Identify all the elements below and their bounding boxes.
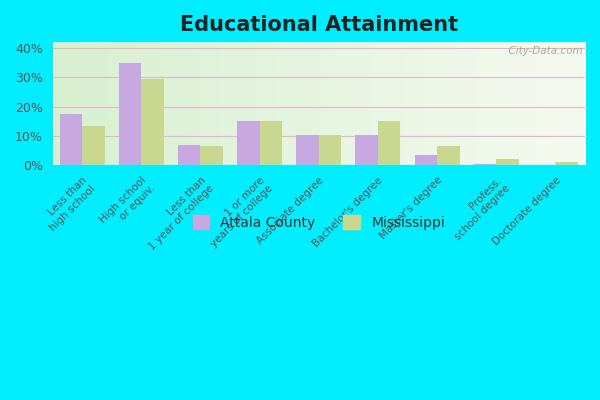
Bar (474, 164, 496, 165)
Bar (200, 146, 223, 165)
Bar (415, 155, 437, 165)
Bar (142, 79, 164, 165)
Bar (260, 121, 282, 165)
Bar (556, 162, 578, 165)
Bar (82, 126, 104, 165)
Bar (59, 114, 82, 165)
Bar (319, 134, 341, 165)
Bar (437, 146, 460, 165)
Legend: Attala County, Mississippi: Attala County, Mississippi (193, 215, 445, 230)
Text: City-Data.com: City-Data.com (502, 46, 583, 56)
Bar (378, 121, 400, 165)
Bar (355, 134, 378, 165)
Bar (296, 134, 319, 165)
Bar (119, 63, 142, 165)
Bar (237, 121, 260, 165)
Bar (496, 160, 519, 165)
Title: Educational Attainment: Educational Attainment (180, 15, 458, 35)
Bar (178, 145, 200, 165)
